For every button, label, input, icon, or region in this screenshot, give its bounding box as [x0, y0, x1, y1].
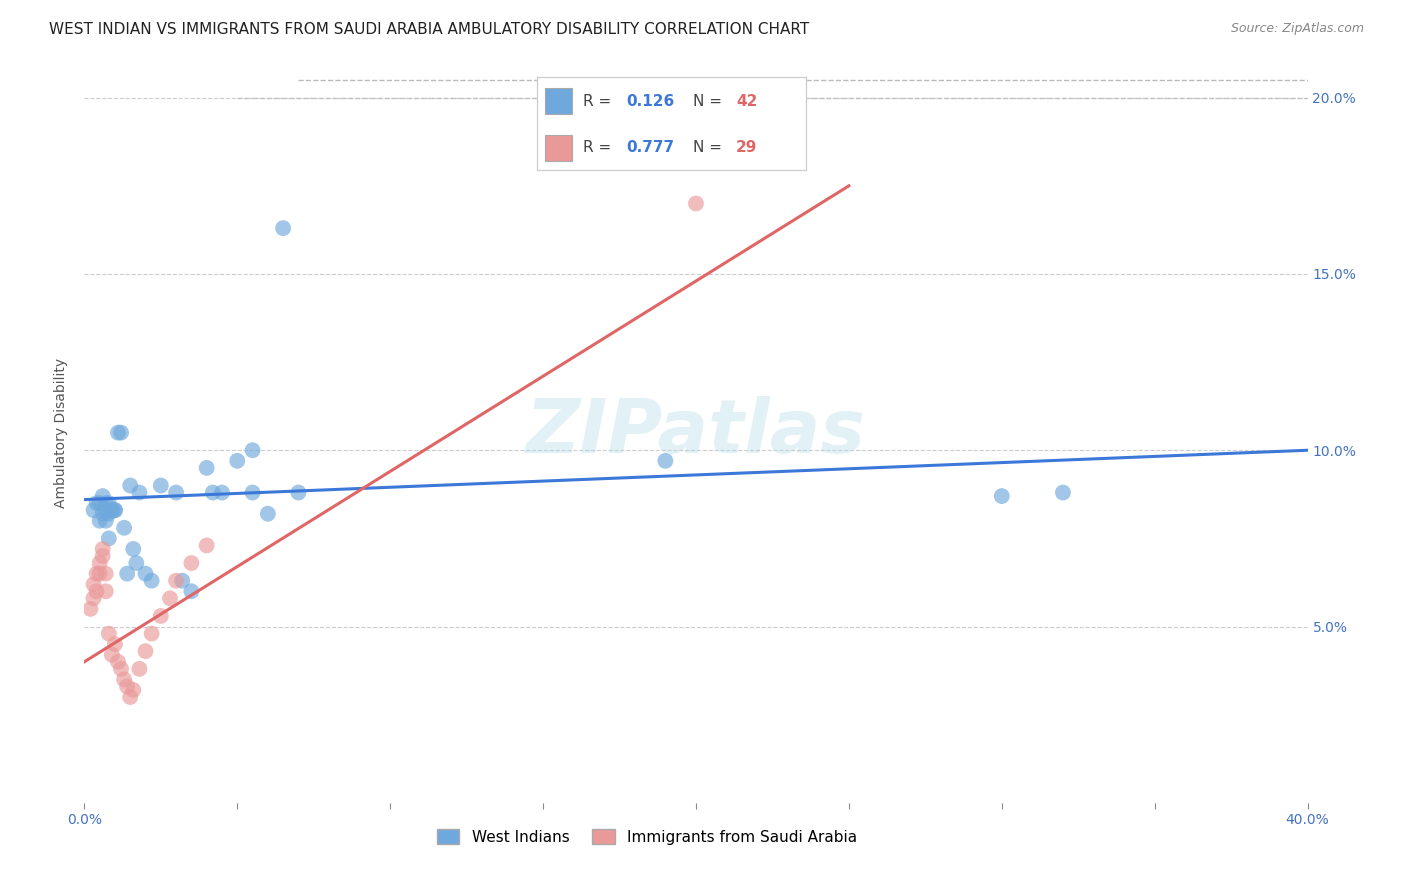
Point — [83, 591, 105, 606]
Point — [94, 584, 117, 599]
Point — [226, 454, 249, 468]
Point — [79, 602, 101, 616]
Point — [122, 683, 145, 698]
Point — [91, 549, 114, 563]
Point — [97, 496, 120, 510]
Point — [135, 566, 157, 581]
Point — [195, 461, 218, 475]
Point — [149, 609, 172, 624]
Point — [101, 503, 124, 517]
Point — [120, 690, 142, 704]
Y-axis label: Ambulatory Disability: Ambulatory Disability — [55, 358, 69, 508]
Point — [242, 443, 264, 458]
Point — [159, 591, 181, 606]
Point — [97, 507, 120, 521]
Point — [120, 478, 142, 492]
Point — [91, 541, 114, 556]
Point — [89, 496, 111, 510]
Point — [180, 556, 202, 570]
Point — [97, 626, 120, 640]
Point — [104, 503, 127, 517]
Point — [271, 221, 294, 235]
Point — [91, 507, 114, 521]
Point — [287, 485, 309, 500]
Text: ZIPatlas: ZIPatlas — [526, 396, 866, 469]
Point — [112, 673, 135, 687]
Point — [115, 680, 138, 694]
Point — [201, 485, 224, 500]
Point — [91, 489, 114, 503]
Point — [86, 496, 108, 510]
Point — [128, 485, 150, 500]
Point — [83, 577, 105, 591]
Point — [128, 662, 150, 676]
Point — [94, 503, 117, 517]
Point — [149, 478, 172, 492]
Point — [654, 454, 676, 468]
Point — [94, 514, 117, 528]
Point — [195, 538, 218, 552]
Point — [211, 485, 233, 500]
Point — [115, 566, 138, 581]
Point — [110, 662, 132, 676]
Point — [97, 532, 120, 546]
Point — [165, 574, 187, 588]
Text: Source: ZipAtlas.com: Source: ZipAtlas.com — [1230, 22, 1364, 36]
Point — [122, 541, 145, 556]
Point — [141, 574, 163, 588]
Point — [107, 655, 129, 669]
Legend: West Indians, Immigrants from Saudi Arabia: West Indians, Immigrants from Saudi Arab… — [430, 822, 863, 851]
Point — [86, 584, 108, 599]
Point — [242, 485, 264, 500]
Point — [104, 503, 127, 517]
Point — [86, 566, 108, 581]
Point — [1052, 485, 1074, 500]
Point — [83, 503, 105, 517]
Point — [89, 556, 111, 570]
Point — [94, 496, 117, 510]
Point — [991, 489, 1014, 503]
Point — [125, 556, 148, 570]
Point — [135, 644, 157, 658]
Point — [141, 626, 163, 640]
Point — [89, 566, 111, 581]
Point — [257, 507, 280, 521]
Point — [104, 637, 127, 651]
Point — [180, 584, 202, 599]
Point — [110, 425, 132, 440]
Point — [101, 503, 124, 517]
Point — [685, 196, 707, 211]
Point — [172, 574, 194, 588]
Point — [101, 648, 124, 662]
Point — [165, 485, 187, 500]
Text: WEST INDIAN VS IMMIGRANTS FROM SAUDI ARABIA AMBULATORY DISABILITY CORRELATION CH: WEST INDIAN VS IMMIGRANTS FROM SAUDI ARA… — [49, 22, 810, 37]
Point — [94, 566, 117, 581]
Point — [89, 514, 111, 528]
Point — [107, 425, 129, 440]
Point — [112, 521, 135, 535]
